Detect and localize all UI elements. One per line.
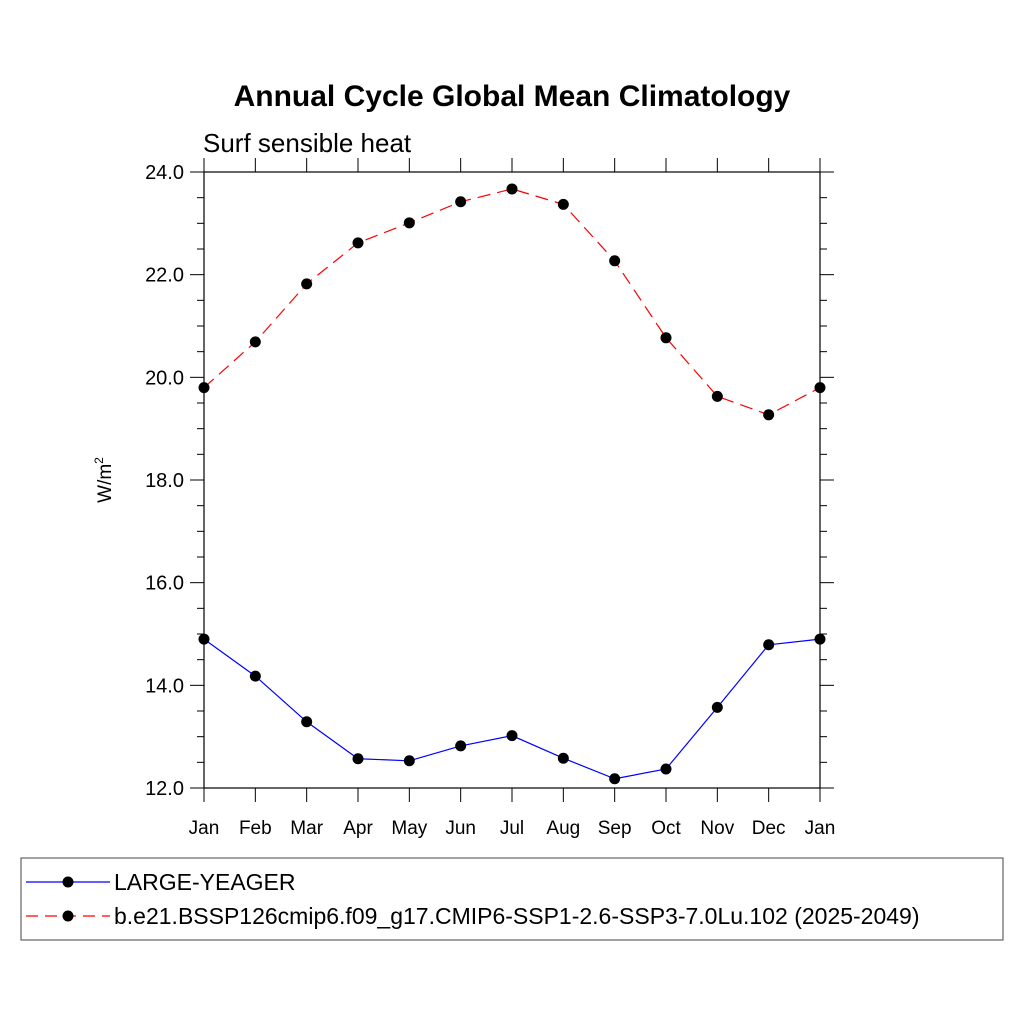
series-line-0: [203, 638, 821, 780]
y-tick-label: 24.0: [145, 162, 184, 184]
x-tick-label: Jan: [189, 818, 220, 839]
series-0-point: [198, 633, 210, 645]
series-1-point: [763, 409, 775, 421]
legend-label-1: b.e21.BSSP126cmip6.f09_g17.CMIP6-SSP1-2.…: [114, 903, 920, 929]
x-tick-label: Jul: [500, 818, 524, 839]
series-0-point: [403, 755, 415, 767]
y-tick-label: 20.0: [145, 367, 184, 389]
series-1-point: [814, 382, 826, 394]
x-tick-label: Jun: [445, 818, 476, 839]
series-0-point: [609, 773, 621, 785]
series-0-point: [455, 740, 467, 752]
series-1-point: [455, 196, 467, 208]
data-series: [198, 183, 826, 785]
series-0-point: [352, 753, 364, 765]
legend-marker-0: [62, 876, 74, 888]
y-tick-label: 22.0: [145, 265, 184, 287]
series-0-point: [660, 763, 672, 775]
y-tick-label: 18.0: [145, 470, 184, 492]
x-tick-label: Apr: [343, 818, 373, 839]
legend: LARGE-YEAGER b.e21.BSSP126cmip6.f09_g17.C…: [20, 857, 1004, 941]
chart-subtitle: Surf sensible heat: [203, 128, 412, 158]
x-tick-label: Nov: [700, 818, 734, 839]
series-0-point: [711, 701, 723, 713]
series-1-point: [301, 278, 313, 290]
y-tick-label: 16.0: [145, 573, 184, 595]
series-0-point: [301, 716, 313, 728]
series-0-point: [557, 752, 569, 764]
x-tick-label: Oct: [651, 818, 681, 839]
series-1-point: [506, 183, 518, 195]
series-1-point: [711, 390, 723, 402]
x-tick-label: Aug: [546, 818, 580, 839]
series-0-point: [249, 670, 261, 682]
legend-label-0: LARGE-YEAGER: [114, 869, 296, 895]
series-1-point: [198, 382, 210, 394]
y-axis-label-exponent: 2: [92, 457, 106, 464]
series-1-point: [403, 217, 415, 229]
y-axis-label-unit: W/m: [95, 464, 116, 503]
series-0-point: [814, 633, 826, 645]
x-tick-label: Sep: [598, 818, 632, 839]
x-tick-label: Dec: [752, 818, 786, 839]
series-1-point: [352, 237, 364, 249]
x-tick-label: Jan: [805, 818, 836, 839]
series-0-point: [506, 730, 518, 742]
legend-box: [20, 857, 1004, 941]
x-tick-label: May: [391, 818, 427, 839]
series-0-point: [763, 639, 775, 651]
x-tick-label: Feb: [239, 818, 272, 839]
chart-title: Annual Cycle Global Mean Climatology: [234, 80, 791, 113]
legend-marker-1: [62, 910, 74, 922]
axis-ticks: 12.0 14.0 16.0 18.0 20.0 22.0 24.0 Jan Feb Mar Apr…: [145, 158, 835, 839]
series-line-1: [203, 188, 821, 416]
y-tick-label: 12.0: [145, 778, 184, 800]
series-1-point: [249, 336, 261, 348]
y-tick-label: 14.0: [145, 675, 184, 697]
series-1-point: [660, 332, 672, 344]
series-1-point: [557, 198, 569, 210]
y-axis-label: W/m2: [92, 457, 116, 503]
series-1-point: [609, 255, 621, 267]
x-tick-label: Mar: [290, 818, 323, 839]
